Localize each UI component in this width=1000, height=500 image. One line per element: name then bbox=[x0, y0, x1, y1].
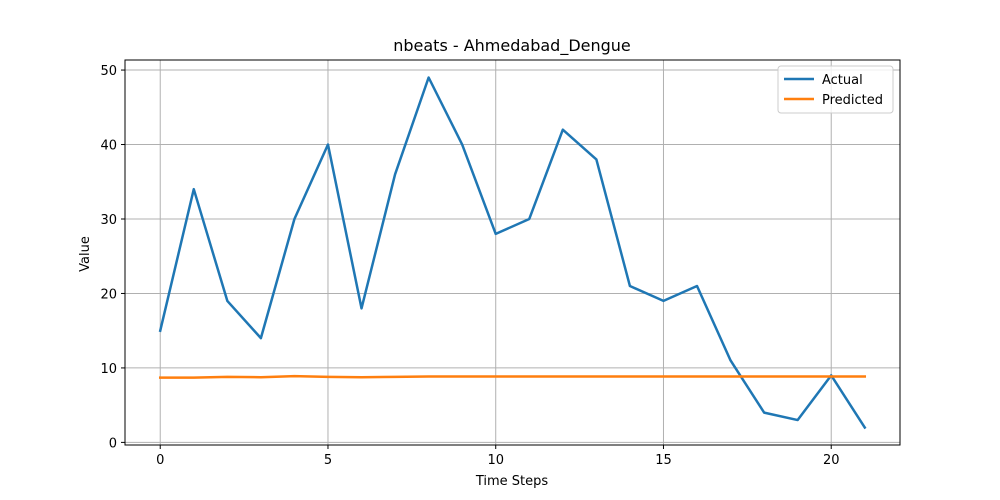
x-tick-label: 0 bbox=[156, 453, 164, 468]
series-line-actual bbox=[158, 76, 867, 430]
y-tick-label: 50 bbox=[100, 64, 117, 79]
plot-area-frame bbox=[124, 59, 901, 446]
x-tick-label: 5 bbox=[324, 453, 332, 468]
series-line-predicted bbox=[158, 374, 867, 379]
x-tick-label: 20 bbox=[823, 453, 840, 468]
y-tick-label: 40 bbox=[100, 139, 117, 154]
chart-title: nbeats - Ahmedabad_Dengue bbox=[393, 36, 631, 56]
grid bbox=[125, 60, 900, 445]
legend-label-actual: Actual bbox=[822, 73, 863, 88]
legend: Actual Predicted bbox=[777, 65, 894, 114]
y-axis-label: Value bbox=[78, 236, 93, 272]
legend-label-predicted: Predicted bbox=[822, 93, 883, 108]
y-tick-label: 30 bbox=[100, 213, 117, 228]
x-tick-label: 15 bbox=[655, 453, 672, 468]
x-tick-label: 10 bbox=[487, 453, 504, 468]
y-tick-label: 10 bbox=[100, 362, 117, 377]
series-lines bbox=[158, 76, 867, 430]
axis-ticks: 0 5 10 15 20 0 10 20 30 40 50 bbox=[100, 64, 839, 468]
y-tick-label: 0 bbox=[109, 436, 117, 451]
y-tick-label: 20 bbox=[100, 287, 117, 302]
x-axis-label: Time Steps bbox=[475, 474, 549, 489]
